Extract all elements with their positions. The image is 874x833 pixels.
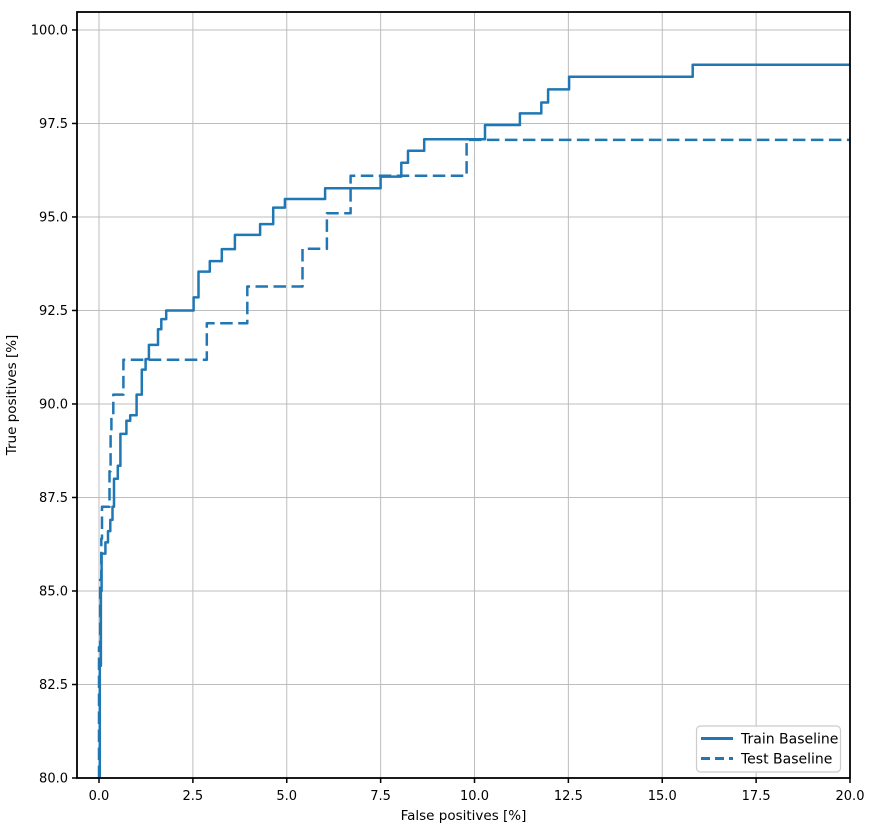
x-tick-label: 10.0 — [460, 789, 489, 804]
x-tick-label: 17.5 — [742, 789, 771, 804]
y-axis-label: True positives [%] — [4, 335, 20, 457]
x-tick-label: 20.0 — [836, 789, 865, 804]
axis-ticks: 0.0 2.5 5.0 7.5 10.0 12.5 15.0 17.5 20.0 80.0 82.5… — [31, 24, 865, 804]
x-tick-label: 7.5 — [370, 789, 391, 804]
y-tick-label: 80.0 — [39, 772, 68, 787]
y-tick-label: 100.0 — [31, 24, 68, 39]
y-tick-label: 95.0 — [39, 211, 68, 226]
y-tick-label: 85.0 — [39, 585, 68, 600]
legend-label-test: Test Baseline — [740, 752, 832, 768]
y-tick-label: 97.5 — [39, 117, 68, 132]
x-tick-label: 5.0 — [276, 789, 297, 804]
y-tick-label: 90.0 — [39, 398, 68, 413]
x-tick-label: 15.0 — [648, 789, 677, 804]
legend-label-train: Train Baseline — [740, 732, 838, 748]
y-tick-label: 92.5 — [39, 304, 68, 319]
x-tick-label: 2.5 — [183, 789, 204, 804]
legend: Train Baseline Test Baseline — [695, 725, 842, 773]
test-baseline-line — [97, 138, 850, 778]
grid-lines — [77, 12, 851, 779]
x-axis-label: False positives [%] — [401, 808, 527, 824]
series-lines — [97, 63, 850, 778]
x-tick-label: 12.5 — [554, 789, 583, 804]
y-tick-label: 87.5 — [39, 491, 68, 506]
train-baseline-line — [98, 63, 850, 778]
plot-border — [76, 11, 851, 779]
x-tick-label: 0.0 — [89, 789, 110, 804]
y-tick-label: 82.5 — [39, 678, 68, 693]
